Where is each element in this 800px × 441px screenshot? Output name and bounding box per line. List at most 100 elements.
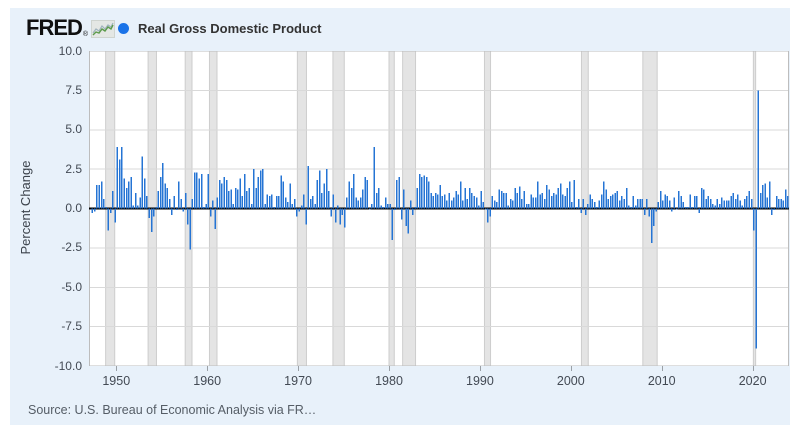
gdp-bar[interactable] [439,184,441,209]
gdp-bar[interactable] [232,203,235,209]
gdp-bar[interactable] [441,195,444,209]
gdp-bar[interactable] [257,177,260,209]
gdp-bar[interactable] [591,199,594,209]
gdp-bar[interactable] [325,169,328,209]
gdp-bar[interactable] [714,205,716,209]
gdp-bar[interactable] [191,199,194,209]
gdp-bar[interactable] [584,208,587,215]
gdp-bar[interactable] [609,195,612,209]
gdp-bar[interactable] [366,180,369,209]
gdp-bar[interactable] [300,205,303,209]
gdp-bar[interactable] [164,183,166,209]
gdp-bar[interactable] [123,178,125,209]
gdp-bar[interactable] [253,169,255,209]
gdp-bar[interactable] [91,208,94,214]
gdp-bar[interactable] [339,208,341,225]
gdp-bar[interactable] [259,170,262,209]
gdp-bar[interactable] [355,197,357,209]
gdp-bar[interactable] [357,200,360,209]
gdp-bar[interactable] [228,191,230,209]
gdp-bar[interactable] [214,208,216,229]
gdp-bar[interactable] [539,194,541,209]
gdp-bar[interactable] [618,200,621,209]
gdp-bar[interactable] [157,191,160,209]
gdp-bar[interactable] [171,208,173,215]
gdp-bar[interactable] [698,208,700,214]
gdp-bar[interactable] [280,175,282,209]
gdp-bar[interactable] [632,195,635,209]
gdp-bar[interactable] [118,159,121,209]
gdp-bar[interactable] [578,199,580,209]
gdp-bar[interactable] [393,208,396,211]
gdp-bar[interactable] [637,199,639,209]
gdp-bar[interactable] [243,173,246,209]
gdp-bar[interactable] [484,208,487,210]
gdp-bar[interactable] [762,184,764,209]
gdp-bar[interactable] [521,199,523,209]
gdp-bar[interactable] [168,199,171,209]
gdp-bar[interactable] [784,189,787,209]
gdp-bar[interactable] [303,194,305,209]
gdp-bar[interactable] [178,181,180,209]
gdp-bar[interactable] [746,195,748,209]
gdp-bar[interactable] [212,200,214,209]
gdp-bar[interactable] [453,197,455,209]
gdp-bar[interactable] [573,180,575,209]
gdp-bar[interactable] [732,192,735,209]
gdp-bar[interactable] [423,175,425,209]
gdp-bar[interactable] [268,195,271,209]
gdp-bar[interactable] [455,191,457,209]
gdp-bar[interactable] [98,184,100,209]
gdp-bar[interactable] [184,192,187,209]
gdp-bar[interactable] [778,199,780,209]
gdp-bar[interactable] [555,194,557,209]
gdp-bar[interactable] [650,208,653,244]
gdp-bar[interactable] [96,184,98,209]
gdp-bar[interactable] [284,197,287,209]
gdp-bar[interactable] [687,206,689,209]
gdp-bar[interactable] [446,200,448,209]
gdp-bar[interactable] [505,192,507,209]
gdp-bar[interactable] [223,177,225,209]
gdp-bar[interactable] [332,194,335,209]
gdp-bar[interactable] [728,200,730,209]
gdp-bar[interactable] [575,206,578,209]
gdp-bar[interactable] [428,181,430,209]
gdp-bar[interactable] [500,191,503,209]
gdp-bar[interactable] [607,199,610,209]
gdp-bar[interactable] [682,202,685,209]
gdp-bar[interactable] [400,208,403,220]
gdp-bar[interactable] [437,194,439,209]
gdp-bar[interactable] [237,189,239,209]
gdp-bar[interactable] [203,206,205,209]
gdp-bar[interactable] [450,200,453,209]
gdp-bar[interactable] [448,192,450,209]
gdp-bar[interactable] [737,194,739,209]
gdp-bar[interactable] [478,205,480,209]
gdp-bar[interactable] [405,208,407,226]
gdp-bar[interactable] [748,191,750,209]
gdp-bar[interactable] [396,180,398,209]
gdp-bar[interactable] [93,208,96,212]
gdp-bar[interactable] [371,203,373,209]
gdp-bar[interactable] [596,206,598,209]
gdp-bar[interactable] [216,197,219,209]
gdp-bar[interactable] [296,208,298,217]
gdp-bar[interactable] [675,208,678,210]
gdp-bar[interactable] [382,206,385,209]
gdp-bar[interactable] [512,200,514,209]
gdp-bar[interactable] [189,208,191,250]
gdp-bar[interactable] [684,206,687,209]
gdp-bar[interactable] [148,208,150,218]
gdp-bar[interactable] [700,188,703,209]
gdp-bar[interactable] [787,195,789,209]
gdp-bar[interactable] [639,199,641,209]
gdp-bar[interactable] [496,202,498,209]
gdp-bar[interactable] [653,208,655,226]
gdp-bar[interactable] [287,202,289,209]
gdp-bar[interactable] [605,189,607,209]
gdp-bar[interactable] [162,162,164,209]
gdp-bar[interactable] [239,178,241,209]
gdp-bar[interactable] [378,188,380,209]
gdp-bar[interactable] [221,183,223,209]
